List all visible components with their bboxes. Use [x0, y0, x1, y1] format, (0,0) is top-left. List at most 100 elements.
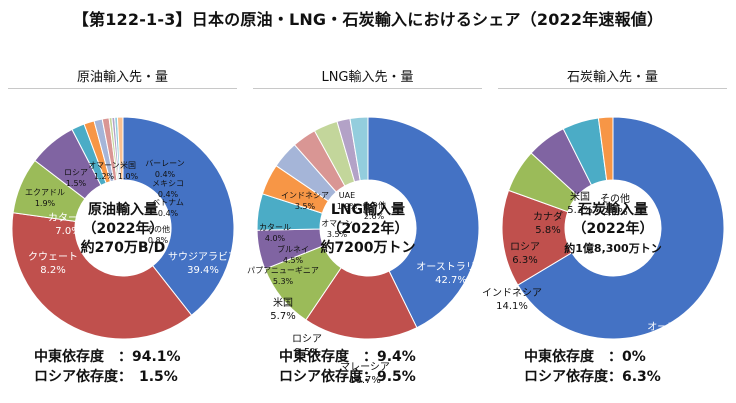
- slice-value-label: 0.8%: [148, 236, 169, 245]
- slice-label: ブルネイ: [277, 244, 309, 254]
- slice-label: ロシア: [64, 168, 88, 177]
- footer-value: 0%: [622, 349, 646, 365]
- slice-1: [517, 116, 725, 340]
- slice-value-label: 0.4%: [155, 170, 176, 179]
- footer-label: 中東依存度: [279, 349, 349, 365]
- center-label: 約270万B/D: [81, 239, 166, 256]
- slice-label: その他: [146, 224, 170, 234]
- slice-value-label: 16.7%: [349, 375, 381, 386]
- slice-label: 米国: [120, 160, 136, 170]
- slice-label: ロシア: [510, 242, 540, 253]
- slice-label: ロシア: [292, 334, 322, 345]
- slice-value-label: 1.9%: [337, 202, 358, 211]
- slice-label: メキシコ: [152, 179, 184, 188]
- footer-label: ロシア依存度: [34, 369, 118, 385]
- slice-label: UAE: [85, 352, 105, 363]
- footer-value: 9.4%: [377, 349, 416, 365]
- page-title: 【第122-1-3】日本の原油・LNG・石炭輸入におけるシェア（2022年速報値…: [72, 10, 664, 29]
- slice-12: [116, 116, 124, 181]
- middle-east-dependency: 中東依存度 ：0%: [524, 349, 646, 365]
- slice-label: オーストラリア: [416, 261, 486, 273]
- center-label: LNG輸入量: [331, 201, 405, 218]
- russia-dependency: ロシア依存度：6.3%: [524, 369, 661, 385]
- slice-value-label: 3.5%: [327, 230, 348, 239]
- footer-value: 1.5%: [139, 369, 178, 385]
- slice-1: [367, 116, 480, 329]
- slice-label: インドネシア: [482, 287, 542, 299]
- slice-value-label: 4.5%: [283, 256, 304, 265]
- slice-label: オーストラリア: [647, 321, 717, 333]
- center-label: （2022年）: [328, 220, 409, 237]
- slice-value-label: 5.7%: [270, 311, 295, 322]
- slice-label: インドネシア: [281, 191, 329, 200]
- slice-label: カタール: [259, 223, 291, 232]
- slice-value-label: 7.0%: [55, 226, 80, 237]
- slice-label: ベトナム: [152, 198, 184, 207]
- slice-1: [122, 116, 235, 316]
- slice-value-label: 1.2%: [94, 172, 115, 181]
- slice-value-label: 9.5%: [294, 347, 319, 358]
- center-label: 約7200万トン: [321, 239, 416, 256]
- slice-6: [597, 116, 614, 181]
- slice-label: 米国: [570, 190, 590, 203]
- slice-label: クウェート: [28, 251, 78, 263]
- slice-2: [11, 212, 193, 340]
- center-label: （2022年）: [573, 220, 654, 237]
- slice-value-label: 0.4%: [158, 209, 179, 218]
- slice-value-label: 5.3%: [567, 205, 592, 216]
- slice-label: パプアニューギニア: [247, 266, 319, 275]
- slice-value-label: 0.4%: [158, 190, 179, 199]
- coal-chart-panel: 石炭輸入先・量 石炭輸入量 （2022年） 約1億8,300万トン オーストラリア 66…: [482, 60, 735, 400]
- slice-value-label: 14.1%: [496, 301, 528, 312]
- chart-title: 原油輸入先・量: [76, 70, 168, 85]
- title-divider: [498, 88, 727, 89]
- slice-value-label: 2.6%: [364, 212, 385, 221]
- slice-11: [349, 116, 369, 182]
- slice-value-label: 1.5%: [66, 179, 87, 188]
- slice-label: UAE: [339, 191, 355, 200]
- title-divider: [8, 88, 237, 89]
- slice-label: その他: [362, 200, 386, 210]
- slice-value-label: 66.4%: [666, 335, 698, 346]
- footer-label: 中東依存度: [524, 349, 594, 365]
- center-label: 原油輸入量: [88, 201, 158, 218]
- slice-2: [305, 267, 418, 340]
- slice-label: オマーン: [321, 219, 353, 228]
- slice-value-label: 4.0%: [265, 234, 286, 243]
- center-label: 石炭輸入量: [577, 201, 648, 218]
- slice-value-label: 1.0%: [118, 172, 139, 181]
- russia-dependency: ロシア依存度：9.5%: [279, 369, 416, 385]
- footer-label: ロシア依存度: [524, 369, 608, 385]
- slice-value-label: 2.1%: [602, 207, 627, 218]
- footer-value: 9.5%: [377, 369, 416, 385]
- crude-oil-chart-panel: 原油輸入先・量 原油輸入量 （2022年） 約270万B/D サウジアラビア 39.4%…: [0, 60, 245, 400]
- footer-label: 中東依存度: [34, 349, 104, 365]
- russia-dependency: ロシア依存度： 1.5%: [34, 369, 178, 385]
- slice-label: マレーシア: [340, 362, 390, 373]
- center-label: 約1億8,300万トン: [564, 241, 661, 255]
- slice-value-label: 42.7%: [435, 275, 467, 286]
- title-divider: [253, 88, 482, 89]
- footer-label: ロシア依存度: [279, 369, 363, 385]
- slice-label: カタール: [48, 212, 88, 224]
- slice-label: 米国: [273, 296, 293, 309]
- slice-label: バーレーン: [145, 159, 185, 168]
- slice-label: その他: [600, 192, 630, 205]
- chart-title: LNG輸入先・量: [321, 70, 414, 85]
- slice-value-label: 5.8%: [535, 225, 560, 236]
- slice-label: エクアドル: [25, 188, 65, 197]
- slice-value-label: 6.3%: [512, 255, 537, 266]
- middle-east-dependency: 中東依存度 ：9.4%: [279, 349, 416, 365]
- slice-value-label: 37.8%: [79, 365, 111, 376]
- slice-value-label: 39.4%: [187, 265, 219, 276]
- slice-value-label: 3.5%: [295, 202, 316, 211]
- lng-chart-panel: LNG輸入先・量 LNG輸入量 （2022年） 約7200万トン オーストラリア 42.…: [245, 60, 490, 400]
- slice-label: カナダ: [533, 210, 563, 223]
- slice-value-label: 5.3%: [273, 277, 294, 286]
- slice-label: サウジアラビア: [168, 251, 238, 263]
- footer-value: 94.1%: [132, 349, 181, 365]
- slice-value-label: 1.9%: [35, 199, 56, 208]
